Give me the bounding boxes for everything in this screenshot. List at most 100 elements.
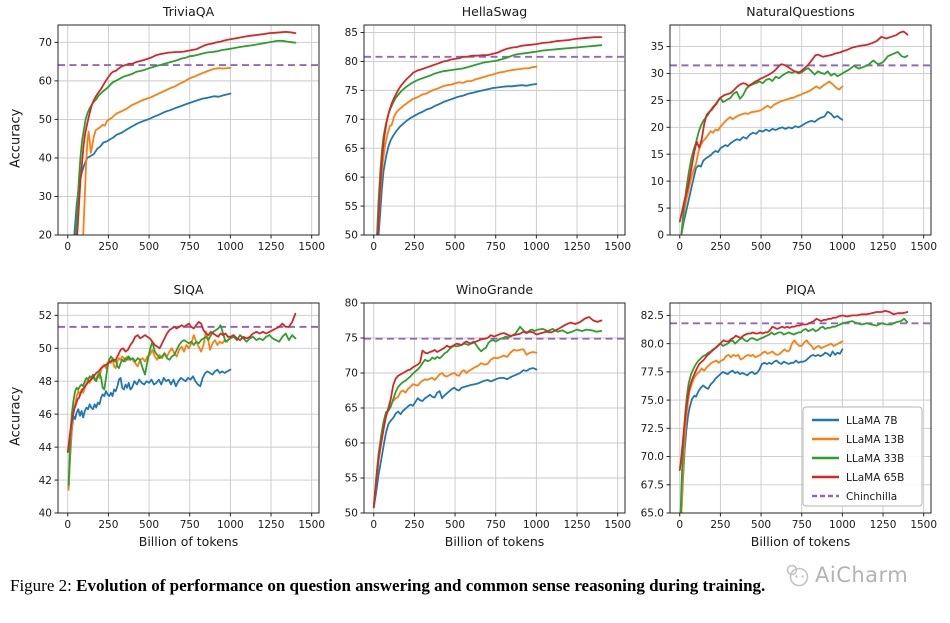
svg-text:44: 44 xyxy=(39,442,53,454)
svg-text:1500: 1500 xyxy=(604,519,631,531)
svg-text:1500: 1500 xyxy=(604,241,631,253)
caption-text: Evolution of performance on question ans… xyxy=(76,576,766,595)
figure-caption: Figure 2: Evolution of performance on qu… xyxy=(0,576,950,596)
caption-prefix: Figure 2: xyxy=(10,576,72,595)
svg-text:1000: 1000 xyxy=(523,519,550,531)
svg-text:1000: 1000 xyxy=(217,519,244,531)
svg-text:LLaMA 7B: LLaMA 7B xyxy=(846,415,898,427)
x-axis-label-siqa: Billion of tokens xyxy=(138,534,239,549)
svg-text:1250: 1250 xyxy=(258,241,285,253)
chart-title-siqa: SIQA xyxy=(173,282,204,297)
svg-text:65: 65 xyxy=(345,403,358,415)
svg-text:LLaMA 33B: LLaMA 33B xyxy=(846,453,904,465)
watermark: AiCharm xyxy=(784,562,908,588)
svg-text:77.5: 77.5 xyxy=(641,367,664,379)
chart-plot-triviaqa: 0 250 500 750 1000 1250 1500 20 30 40 50 60 70 xyxy=(39,24,325,253)
svg-text:250: 250 xyxy=(710,241,730,253)
svg-text:0: 0 xyxy=(64,519,71,531)
svg-text:30: 30 xyxy=(651,68,664,80)
svg-text:60: 60 xyxy=(39,76,52,88)
svg-text:750: 750 xyxy=(486,241,506,253)
svg-text:70: 70 xyxy=(39,37,52,49)
svg-text:0: 0 xyxy=(64,241,71,253)
chart-plot-hellaswag: 0 250 500 750 1000 1250 1500 50 55 60 65 70 75 80 85 xyxy=(345,24,631,253)
chart-hellaswag: HellaSwag 0 250 500 750 1000 1250 1500 50 55 60 65… xyxy=(330,4,632,256)
svg-text:70.0: 70.0 xyxy=(641,451,664,463)
chart-winogrande: WinoGrande 0 250 500 750 1000 1250 1500 50 55 60 6… xyxy=(330,282,632,552)
svg-text:750: 750 xyxy=(792,241,812,253)
y-axis-label-bottom: Accuracy xyxy=(8,386,24,446)
svg-text:0: 0 xyxy=(370,241,377,253)
svg-text:35: 35 xyxy=(651,41,664,53)
svg-text:1000: 1000 xyxy=(829,519,856,531)
svg-text:10: 10 xyxy=(651,176,664,188)
svg-text:40: 40 xyxy=(39,508,52,520)
svg-text:1500: 1500 xyxy=(910,241,937,253)
svg-text:250: 250 xyxy=(404,241,424,253)
svg-text:1250: 1250 xyxy=(258,519,285,531)
chart-title-piqa: PIQA xyxy=(785,282,816,297)
svg-text:1000: 1000 xyxy=(217,241,244,253)
chart-title-triviaqa: TriviaQA xyxy=(162,4,215,19)
svg-text:75: 75 xyxy=(345,333,358,345)
svg-text:46: 46 xyxy=(39,409,53,421)
svg-text:70: 70 xyxy=(345,368,358,380)
svg-text:42: 42 xyxy=(39,475,52,487)
chart-piqa: PIQA 0 250 500 750 1000 1250 1500 65.0 67.5 70.0 7… xyxy=(636,282,938,552)
y-axis-gutter-bottom: Accuracy xyxy=(8,282,24,534)
svg-text:1250: 1250 xyxy=(870,241,897,253)
svg-text:0: 0 xyxy=(657,230,664,242)
svg-text:50: 50 xyxy=(39,343,52,355)
svg-text:65.0: 65.0 xyxy=(641,508,664,520)
chart-grid: Accuracy TriviaQA 0 250 500 750 1000 1250 1500… xyxy=(8,4,950,552)
svg-text:25: 25 xyxy=(651,95,664,107)
svg-text:60: 60 xyxy=(345,438,358,450)
chart-plot-piqa: 0 250 500 750 1000 1250 1500 65.0 67.5 70.0 72.5 75… xyxy=(641,302,937,531)
svg-text:500: 500 xyxy=(445,241,465,253)
svg-text:20: 20 xyxy=(39,230,52,242)
svg-text:15: 15 xyxy=(651,149,664,161)
svg-text:250: 250 xyxy=(98,241,118,253)
svg-text:85: 85 xyxy=(345,27,358,39)
svg-text:250: 250 xyxy=(98,519,118,531)
chart-plot-siqa: 0 250 500 750 1000 1250 1500 40 42 44 46 48 50 52 xyxy=(39,302,325,531)
y-axis-gutter-top: Accuracy xyxy=(8,4,24,256)
svg-text:80.0: 80.0 xyxy=(641,338,664,350)
svg-text:80: 80 xyxy=(345,56,358,68)
chart-row-bottom: Accuracy SIQA 0 250 500 750 1000 1250 1500 40 42… xyxy=(8,282,950,552)
chart-siqa: SIQA 0 250 500 750 1000 1250 1500 40 42 44 46 48 50 5… xyxy=(24,282,326,552)
x-axis-label-piqa: Billion of tokens xyxy=(750,534,851,549)
chart-title-hellaswag: HellaSwag xyxy=(461,4,528,19)
svg-text:LLaMA 13B: LLaMA 13B xyxy=(846,434,904,446)
chart-row-top: Accuracy TriviaQA 0 250 500 750 1000 1250 1500… xyxy=(8,4,950,256)
aicharm-logo-icon xyxy=(786,564,809,587)
svg-text:75.0: 75.0 xyxy=(641,395,664,407)
svg-text:72.5: 72.5 xyxy=(641,423,664,435)
svg-text:55: 55 xyxy=(345,201,358,213)
svg-text:250: 250 xyxy=(404,519,424,531)
svg-text:1500: 1500 xyxy=(910,519,937,531)
x-axis-label-winogrande: Billion of tokens xyxy=(444,534,545,549)
svg-text:Chinchilla: Chinchilla xyxy=(846,491,897,503)
svg-text:30: 30 xyxy=(39,191,52,203)
chart-plot-naturalquestions: 0 250 500 750 1000 1250 1500 0 5 10 15 20 25 30 35 xyxy=(651,24,937,253)
svg-text:500: 500 xyxy=(139,241,159,253)
svg-text:75: 75 xyxy=(345,85,358,97)
svg-text:500: 500 xyxy=(751,241,771,253)
svg-text:500: 500 xyxy=(139,519,159,531)
svg-text:67.5: 67.5 xyxy=(641,479,664,491)
svg-text:LLaMA 65B: LLaMA 65B xyxy=(846,472,904,484)
svg-text:1500: 1500 xyxy=(298,519,325,531)
chart-triviaqa: TriviaQA 0 250 500 750 1000 1250 1500 20 30 40 50 6… xyxy=(24,4,326,256)
svg-text:1500: 1500 xyxy=(298,241,325,253)
chart-naturalquestions: NaturalQuestions 0 250 500 750 1000 1250 1500 0… xyxy=(636,4,938,256)
svg-text:55: 55 xyxy=(345,473,358,485)
svg-text:52: 52 xyxy=(39,310,52,322)
svg-text:80: 80 xyxy=(345,298,358,310)
chart-title-naturalquestions: NaturalQuestions xyxy=(746,4,855,19)
svg-text:1000: 1000 xyxy=(523,241,550,253)
y-axis-label-top: Accuracy xyxy=(8,108,24,168)
svg-text:500: 500 xyxy=(445,519,465,531)
svg-text:750: 750 xyxy=(792,519,812,531)
